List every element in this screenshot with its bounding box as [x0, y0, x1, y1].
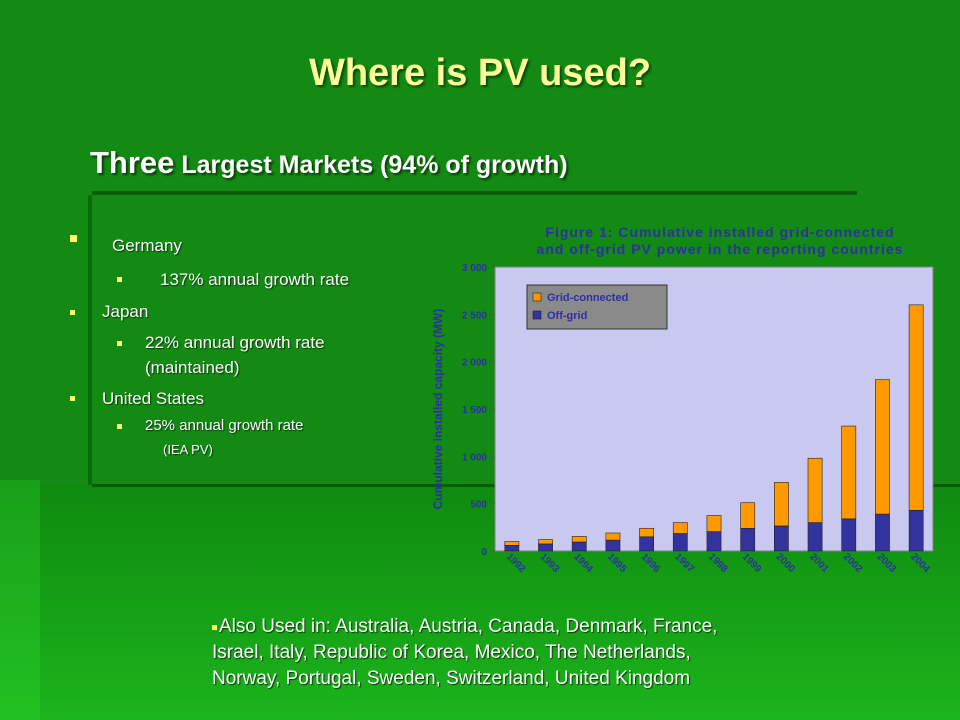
bar-grid-connected — [841, 425, 857, 520]
bar-off-grid — [538, 543, 553, 552]
y-axis-label: Cumulative installed capacity (MW) — [431, 309, 445, 510]
bullet-square-icon — [70, 310, 75, 315]
bar-grid-connected — [639, 527, 654, 538]
subtitle-emphasis: Three — [90, 145, 175, 180]
legend-label: Grid-connected — [547, 292, 628, 304]
bar-grid-connected — [774, 482, 789, 527]
chart-title-line1: Figure 1: Cumulative installed grid-conn… — [545, 224, 895, 240]
bullet-japan-growth: 22% annual growth rate — [145, 333, 325, 352]
bullet-japan-maintained: (maintained) — [145, 358, 240, 377]
legend-swatch — [532, 310, 542, 320]
y-tick-label: 2 000 — [462, 358, 487, 369]
bar-grid-connected — [605, 532, 621, 541]
content-box-left-border — [88, 195, 92, 485]
x-tick-label: 2004 — [908, 551, 932, 575]
y-tick-label: 1 000 — [462, 452, 487, 463]
legend-label: Off-grid — [547, 310, 587, 322]
also-used-in-text: Also Used in: Australia, Austria, Canada… — [212, 614, 912, 692]
chart-title-line2: and off-grid PV power in the reporting c… — [536, 241, 904, 257]
also-line3: Norway, Portugal, Sweden, Switzerland, U… — [212, 668, 691, 689]
chart-title: Figure 1: Cumulative installed grid-conn… — [470, 224, 960, 258]
bar-grid-connected — [504, 541, 520, 546]
bar-off-grid — [571, 541, 587, 552]
bar-grid-connected — [908, 304, 924, 511]
y-tick-label: 0 — [481, 547, 487, 558]
bar-off-grid — [740, 527, 756, 552]
background-left-glow — [0, 480, 40, 720]
bullet-square-icon — [212, 625, 217, 630]
x-tick-label: 2003 — [874, 551, 898, 575]
slide-title: Where is PV used? — [308, 52, 652, 94]
y-tick-label: 500 — [470, 500, 487, 511]
y-tick-label: 2 500 — [462, 310, 487, 321]
bar-off-grid — [807, 522, 823, 552]
bar-off-grid — [875, 513, 890, 552]
also-line2: Israel, Italy, Republic of Korea, Mexico… — [212, 642, 691, 663]
x-tick-label: 1997 — [672, 551, 696, 575]
x-tick-label: 1998 — [706, 551, 730, 575]
bullet-square-icon — [117, 341, 122, 346]
x-tick-label: 1995 — [605, 551, 629, 575]
bullet-japan: Japan — [102, 302, 149, 321]
subtitle-rest: Largest Markets (94% of growth) — [174, 151, 568, 179]
bar-grid-connected — [706, 515, 722, 532]
bar-off-grid — [504, 545, 520, 552]
bar-grid-connected — [740, 502, 756, 529]
x-tick-label: 1999 — [740, 551, 764, 575]
x-tick-label: 2002 — [841, 551, 865, 575]
also-line1: Australia, Austria, Canada, Denmark, Fra… — [335, 616, 718, 637]
bar-off-grid — [774, 525, 789, 552]
bullet-us: United States — [102, 389, 205, 408]
bullet-germany: Germany — [112, 236, 182, 255]
y-tick-label: 3 000 — [462, 263, 487, 274]
y-tick-label: 1 500 — [462, 405, 487, 416]
bar-grid-connected — [538, 539, 553, 545]
bar-off-grid — [841, 518, 857, 552]
x-tick-label: 1992 — [504, 551, 528, 575]
also-lead: Also Used in: — [219, 616, 336, 637]
bullet-germany-growth: 137% annual growth rate — [160, 270, 350, 289]
bullet-us-source: (IEA PV) — [163, 442, 213, 457]
bullet-square-icon — [117, 277, 122, 282]
bar-grid-connected — [875, 379, 890, 515]
bullet-us-growth: 25% annual growth rate — [145, 417, 304, 434]
bar-off-grid — [908, 509, 924, 552]
bar-grid-connected — [672, 522, 688, 534]
bullet-square-icon — [70, 235, 77, 242]
x-tick-label: 2001 — [807, 551, 831, 575]
bullet-square-icon — [70, 396, 75, 401]
x-tick-label: 1994 — [571, 551, 595, 575]
bar-off-grid — [706, 531, 722, 552]
x-tick-label: 2000 — [773, 551, 797, 575]
slide-subtitle: Three Largest Markets (94% of growth) — [90, 145, 568, 181]
legend-swatch — [532, 292, 542, 302]
bar-grid-connected — [571, 536, 587, 543]
content-box-top-border — [92, 191, 857, 195]
bar-off-grid — [605, 539, 621, 552]
x-tick-label: 1996 — [639, 551, 663, 575]
bar-off-grid — [672, 533, 688, 552]
bullet-square-icon — [117, 424, 122, 429]
bar-off-grid — [639, 536, 654, 552]
legend-box — [526, 284, 668, 330]
x-tick-label: 1993 — [538, 551, 562, 575]
bar-grid-connected — [807, 457, 823, 523]
